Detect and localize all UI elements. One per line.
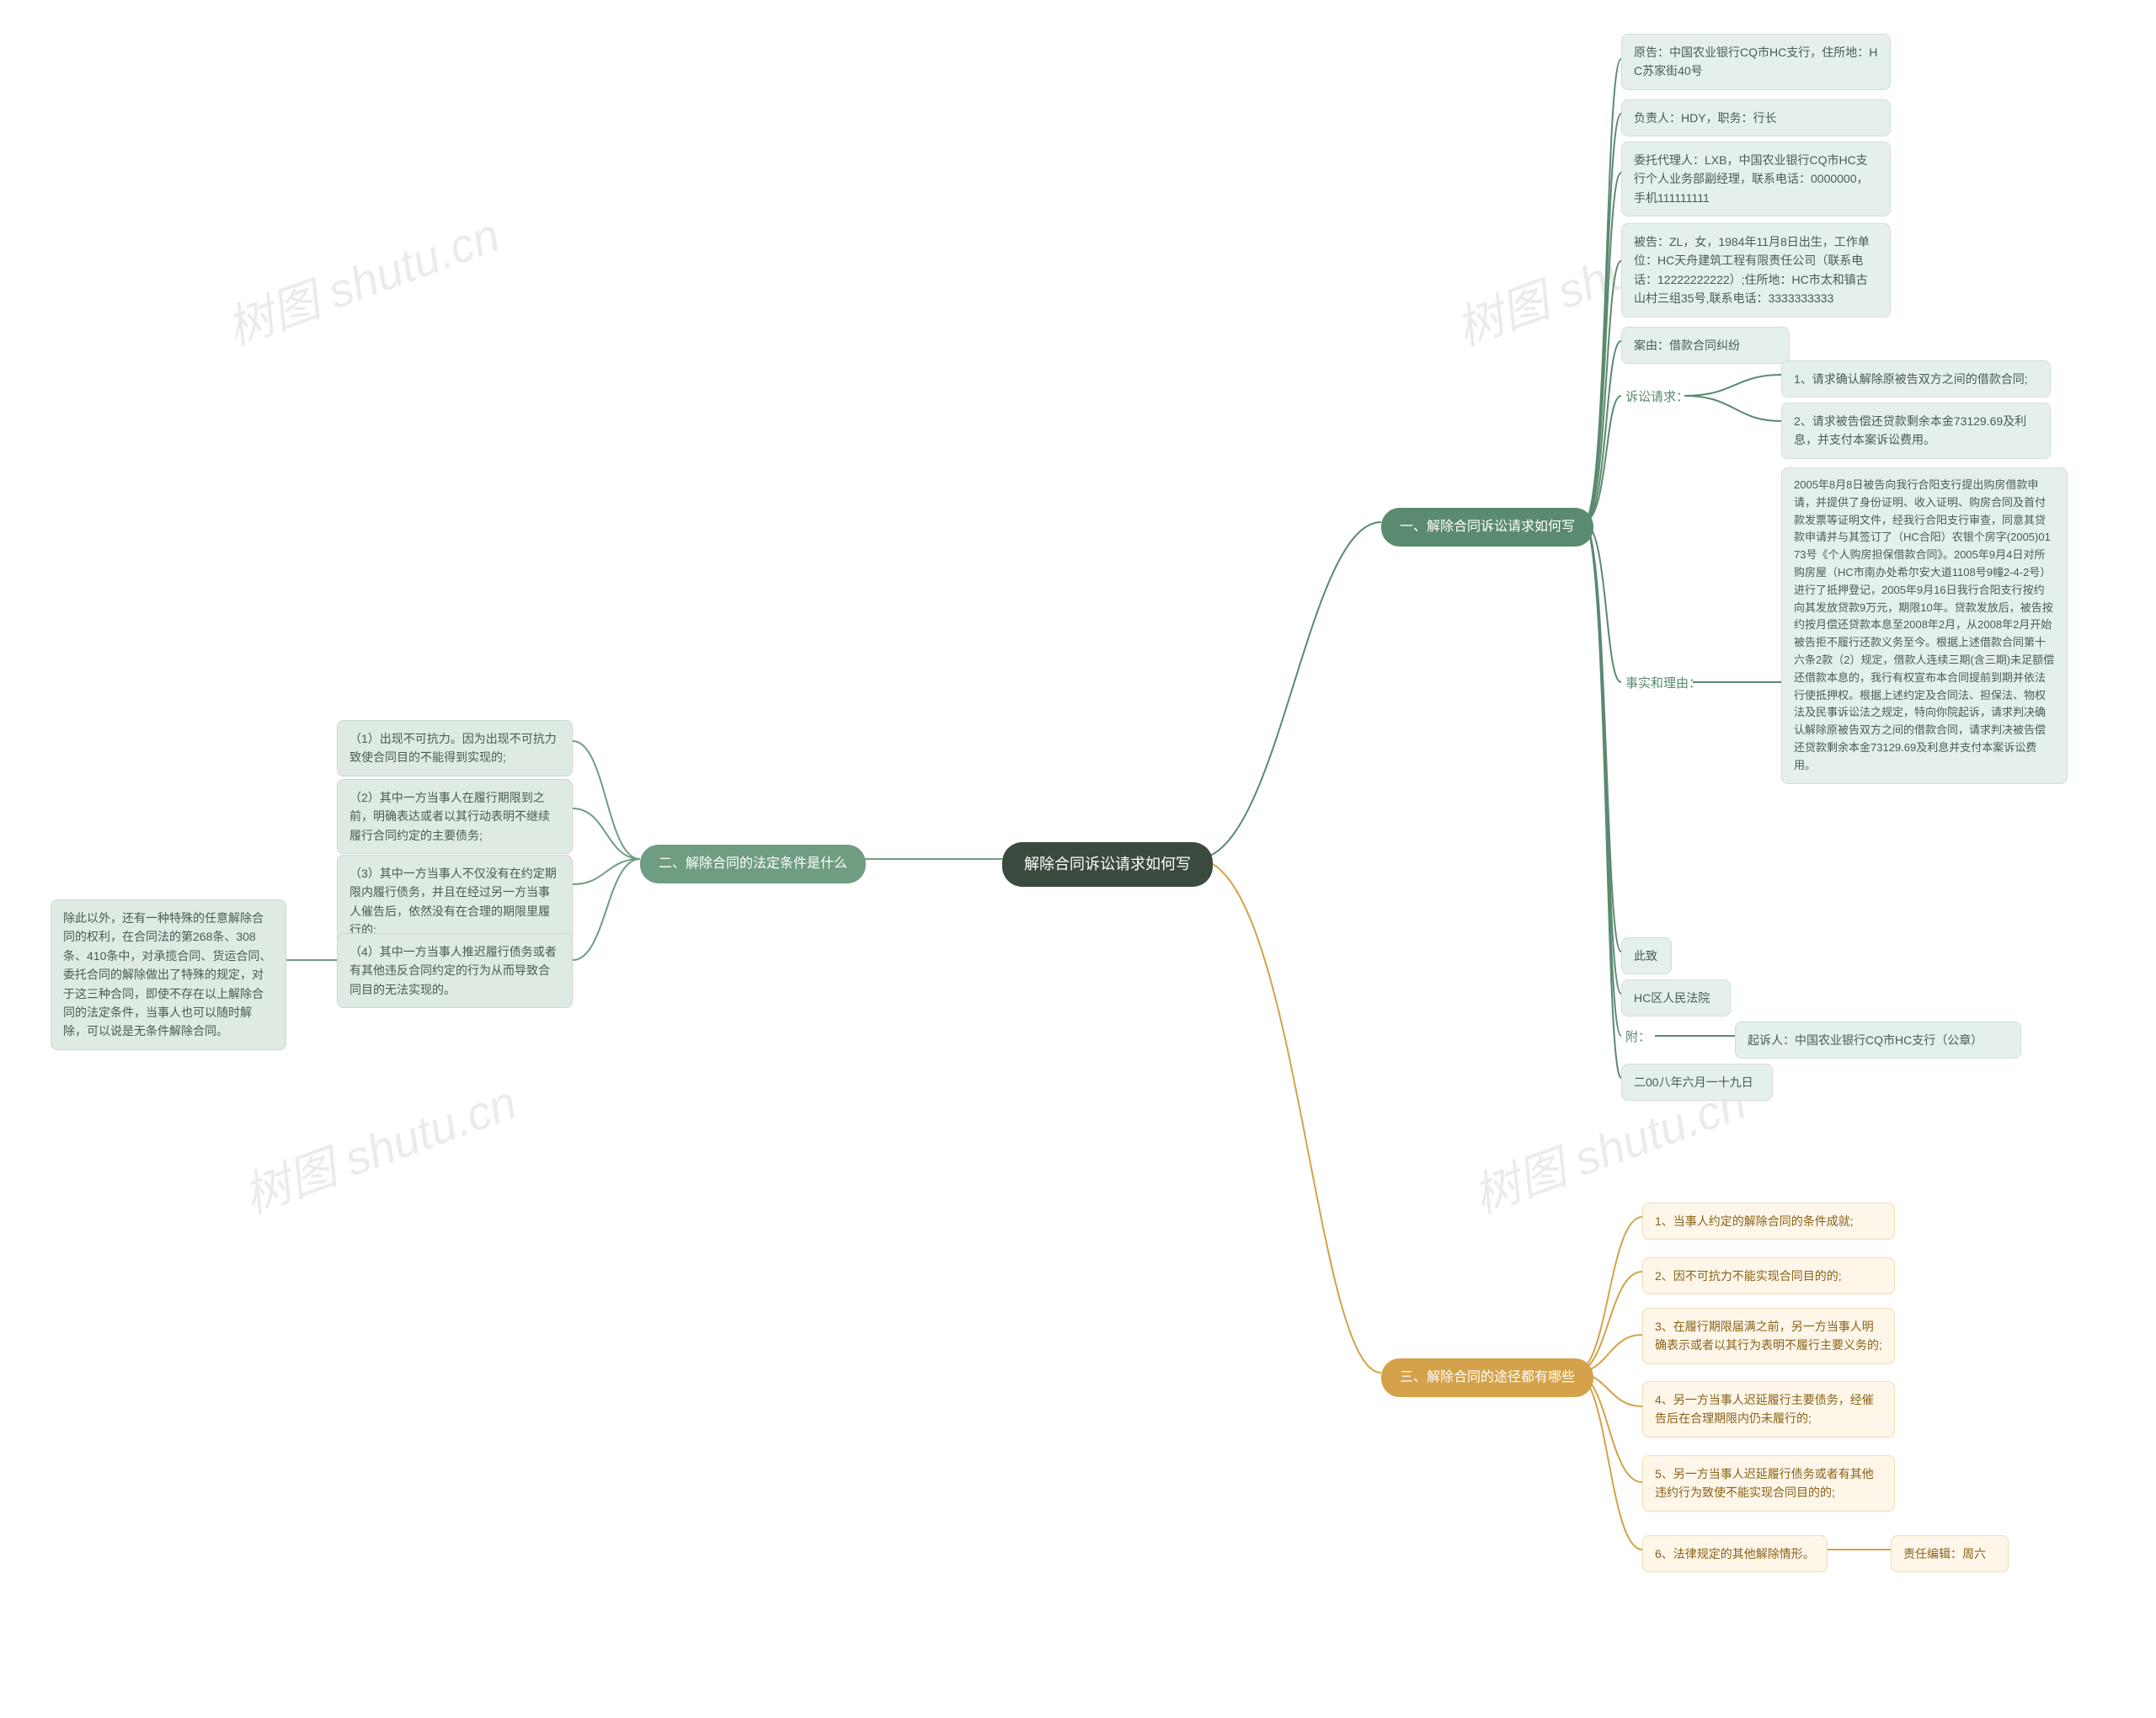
b3-editor: 责任编辑：周六 [1891,1535,2009,1572]
b2-c2: （2）其中一方当事人在履行期限到之前，明确表达或者以其行动表明不继续履行合同约定… [337,779,573,854]
watermark: 树图 shutu.cn [232,1064,525,1226]
b3-p4: 4、另一方当事人迟延履行主要债务，经催告后在合理期限内仍未履行的; [1642,1381,1895,1438]
b1-responsible: 负责人：HDY，职务：行长 [1621,99,1891,136]
b2-c4: （4）其中一方当事人推迟履行债务或者有其他违反合同约定的行为从而导致合同目的无法… [337,933,573,1008]
b1-requests-label: 诉讼请求： [1625,387,1689,405]
branch-2-title[interactable]: 二、解除合同的法定条件是什么 [640,845,866,883]
b1-appendix-label: 附： [1625,1027,1651,1045]
b1-facts-label: 事实和理由： [1625,674,1701,691]
branch-1-title[interactable]: 一、解除合同诉讼请求如何写 [1381,508,1593,547]
b1-date: 二00八年六月一十九日 [1621,1064,1773,1101]
b1-appendix: 起诉人：中国农业银行CQ市HC支行（公章） [1735,1022,2021,1059]
b3-p3: 3、在履行期限届满之前，另一方当事人明确表示或者以其行为表明不履行主要义务的; [1642,1308,1895,1364]
branch-3-title[interactable]: 三、解除合同的途径都有哪些 [1381,1358,1593,1397]
b3-p2: 2、因不可抗力不能实现合同目的的; [1642,1257,1895,1294]
b3-p5: 5、另一方当事人迟延履行债务或者有其他违约行为致使不能实现合同目的的; [1642,1455,1895,1512]
b1-court: HC区人民法院 [1621,979,1731,1016]
b1-facts: 2005年8月8日被告向我行合阳支行提出购房借款申请，并提供了身份证明、收入证明… [1781,467,2068,784]
center-node[interactable]: 解除合同诉讼请求如何写 [1002,842,1213,887]
b1-cause: 案由：借款合同纠纷 [1621,327,1790,364]
b1-agent: 委托代理人：LXB，中国农业银行CQ市HC支行个人业务部副经理，联系电话：000… [1621,141,1891,216]
b1-plaintiff: 原告：中国农业银行CQ市HC支行，住所地：HC苏家街40号 [1621,34,1891,90]
b1-defendant: 被告：ZL，女，1984年11月8日出生，工作单位：HC天舟建筑工程有限责任公司… [1621,223,1891,317]
b2-c4-extra: 除此以外，还有一种特殊的任意解除合同的权利，在合同法的第268条、308条、41… [51,899,286,1050]
b3-p1: 1、当事人约定的解除合同的条件成就; [1642,1203,1895,1240]
b3-p6: 6、法律规定的其他解除情形。 [1642,1535,1828,1572]
b1-request2: 2、请求被告偿还贷款剩余本金73129.69及利息，并支付本案诉讼费用。 [1781,403,2051,459]
watermark: 树图 shutu.cn [216,197,508,359]
b2-c1: （1）出现不可抗力。因为出现不可抗力致使合同目的不能得到实现的; [337,720,573,776]
b1-request1: 1、请求确认解除原被告双方之间的借款合同; [1781,360,2051,397]
b1-salute: 此致 [1621,937,1672,974]
